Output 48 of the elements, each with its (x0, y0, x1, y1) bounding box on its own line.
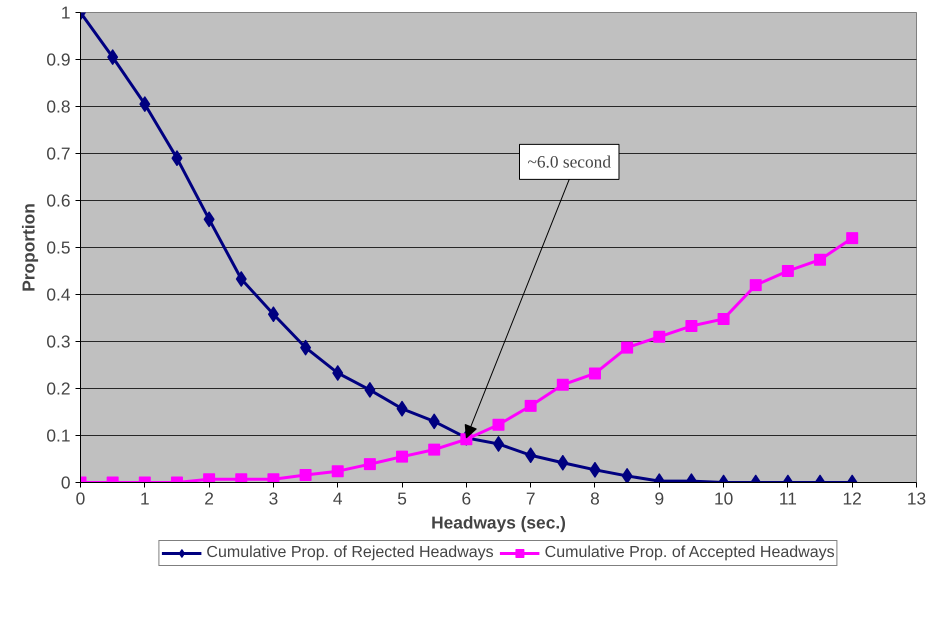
x-tick-label: 8 (590, 488, 600, 508)
point (300, 468, 312, 481)
annotation: ~6.0 second (527, 152, 612, 172)
point (718, 312, 730, 325)
y-tick-label: 1 (60, 2, 71, 22)
point (524, 400, 537, 412)
point (685, 320, 698, 332)
y-tick-label: 0.9 (46, 50, 71, 70)
legend-label: Cumulative Prop. of Accepted Headways (544, 544, 835, 562)
x-tick-label: 9 (654, 488, 664, 508)
y-tick-label: 0.5 (46, 238, 71, 258)
y-tick-label: 0.4 (46, 284, 71, 304)
x-tick-label: 6 (462, 488, 472, 508)
point (396, 450, 408, 463)
point (364, 458, 376, 470)
x-tick-label: 11 (778, 488, 797, 508)
y-tick-label: 0.7 (46, 144, 71, 164)
point (588, 367, 601, 380)
x-tick-label: 12 (842, 488, 862, 508)
point (621, 342, 634, 354)
point (653, 330, 666, 343)
point (814, 254, 826, 266)
x-tick-label: 4 (332, 488, 343, 508)
x-tick-label: 7 (526, 488, 536, 508)
y-tick-label: 0.8 (46, 96, 71, 116)
x-tick-label: 5 (397, 488, 407, 508)
point (332, 465, 344, 478)
x-tick-label: 3 (268, 488, 278, 508)
x-axis-title: Headways (sec.) (431, 512, 566, 532)
x-tick-label: 1 (140, 488, 150, 508)
x-tick-label: 13 (906, 488, 926, 508)
point (782, 265, 794, 277)
y-tick-label: 0.6 (46, 190, 71, 210)
y-tick-label: 0.1 (46, 426, 71, 446)
x-tick-label: 0 (76, 488, 86, 508)
legend-label: Cumulative Prop. of Rejected Headways (206, 544, 494, 562)
point (750, 279, 762, 292)
point (622, 468, 633, 482)
point (492, 418, 504, 431)
y-tick-label: 0.3 (46, 332, 71, 352)
point (428, 444, 440, 456)
x-tick-label: 10 (714, 488, 734, 508)
point (846, 232, 858, 244)
y-axis-title: Proportion (18, 203, 38, 292)
y-tick-label: 0 (60, 472, 71, 492)
point (556, 378, 569, 391)
y-tick-label: 0.2 (46, 378, 71, 398)
x-tick-label: 2 (204, 488, 214, 508)
